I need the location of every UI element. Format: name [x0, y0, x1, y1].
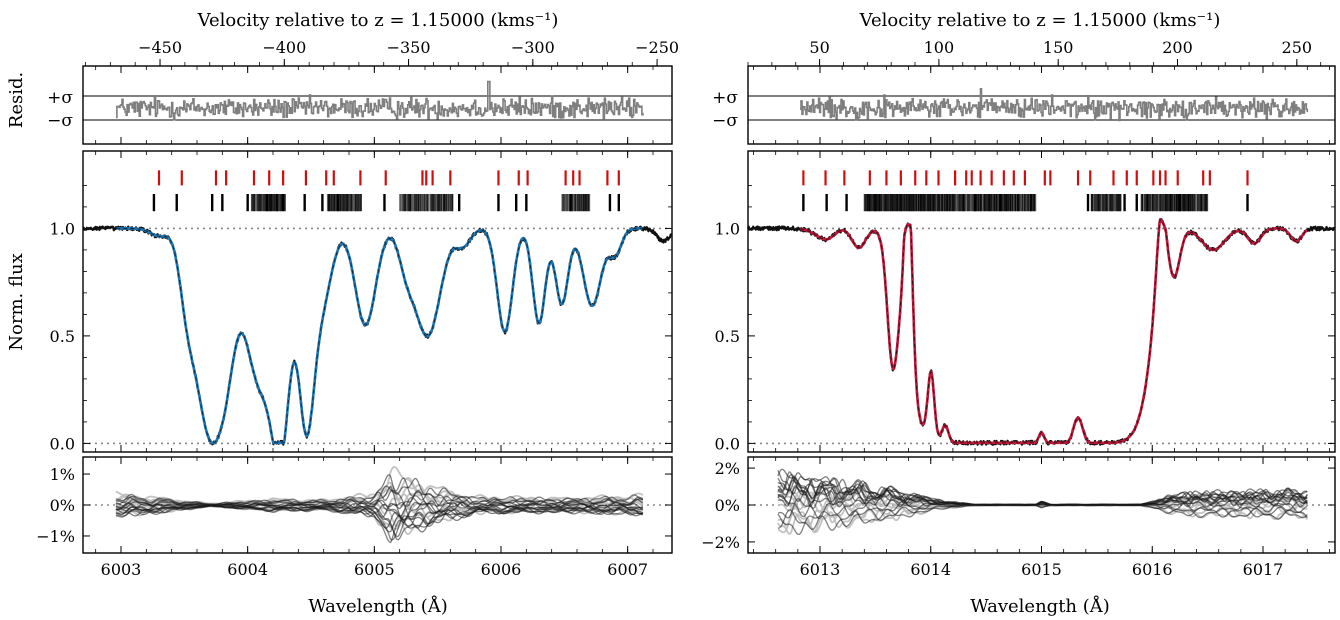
- x-tick-label: 6004: [227, 560, 268, 579]
- x-tick-label: 6003: [101, 560, 142, 579]
- percent-deviation-curve: [115, 474, 643, 505]
- percent-deviation-curve: [115, 500, 643, 524]
- percent-deviation-curve: [777, 475, 1308, 506]
- wavelength-axis-label: Wavelength (Å): [308, 595, 448, 617]
- percent-tick-label: 1%: [50, 465, 75, 484]
- percent-deviation-curve: [777, 504, 1308, 530]
- x-tick-label: 6013: [800, 560, 841, 579]
- model-fit-line: [115, 227, 644, 445]
- residual-line: [115, 80, 644, 121]
- x-tick-label: 6006: [481, 560, 522, 579]
- percent-tick-label: −1%: [36, 527, 75, 546]
- velocity-tick-label: −300: [511, 38, 555, 57]
- flux-frame: [82, 150, 673, 453]
- velocity-tick-label: −250: [635, 38, 679, 57]
- wavelength-axis-label: Wavelength (Å): [970, 595, 1110, 617]
- velocity-tick-label: 50: [809, 38, 829, 57]
- velocity-tick-label: 150: [1043, 38, 1074, 57]
- model-fit-dashed-overlay: [116, 227, 643, 444]
- observed-flux-line: [746, 218, 1336, 446]
- flux-tick-label: 0.0: [50, 434, 75, 453]
- velocity-tick-label: 250: [1282, 38, 1313, 57]
- flux-tick-label: 1.0: [715, 219, 740, 238]
- x-tick-label: 6014: [910, 560, 951, 579]
- resid-axis-label: Resid.: [6, 72, 27, 128]
- velocity-tick-label: −350: [387, 38, 431, 57]
- left-panel-plots: 6003 6004 6005 6006 6007 −450 −400 −350 −300 −250…: [36, 38, 679, 579]
- residual-line: [800, 88, 1309, 122]
- percent-tick-label: 2%: [715, 459, 740, 478]
- x-tick-label: 6017: [1243, 560, 1284, 579]
- x-tick-label: 6007: [607, 560, 648, 579]
- resid-frame: [82, 65, 673, 145]
- percent-deviation-curve: [115, 477, 644, 506]
- flux-tick-label: 0.5: [50, 327, 75, 346]
- flux-tick-label: 0.5: [715, 327, 740, 346]
- velocity-tick-label: 100: [924, 38, 955, 57]
- x-tick-label: 6015: [1021, 560, 1062, 579]
- velocity-axis-label: Velocity relative to z = 1.15000 (kms⁻¹): [859, 10, 1221, 31]
- velocity-axis-label: Velocity relative to z = 1.15000 (kms⁻¹): [197, 10, 559, 31]
- left-panel: Velocity relative to z = 1.15000 (kms⁻¹)…: [6, 10, 679, 617]
- x-tick-label: 6016: [1132, 560, 1173, 579]
- velocity-tick-label: 200: [1162, 38, 1193, 57]
- percent-deviation-curve: [777, 486, 1308, 510]
- velocity-tick-label: −450: [138, 38, 182, 57]
- percent-deviation-curve: [115, 505, 643, 541]
- percent-tick-label: 0%: [50, 496, 75, 515]
- percent-deviation-curve: [777, 473, 1308, 506]
- flux-axis-label: Norm. flux: [6, 253, 27, 350]
- model-fit-line: [799, 218, 1308, 445]
- model-fit-dashed-overlay: [800, 218, 1308, 444]
- sigma-minus-label: −σ: [47, 111, 73, 131]
- flux-tick-label: 1.0: [50, 219, 75, 238]
- sigma-plus-label: +σ: [47, 88, 73, 108]
- right-panel-plots: 6013 6014 6015 6016 6017 50 100 150 200 250 0.0 0.5…: [701, 38, 1336, 579]
- flux-tick-label: 0.0: [715, 434, 740, 453]
- sigma-plus-label: +σ: [712, 88, 738, 108]
- percent-tick-label: −2%: [701, 533, 740, 552]
- percent-tick-label: 0%: [715, 496, 740, 515]
- velocity-tick-label: −400: [262, 38, 306, 57]
- percent-deviation-curve: [777, 504, 1308, 534]
- observed-flux-line: [82, 225, 673, 446]
- x-tick-label: 6005: [354, 560, 395, 579]
- sigma-minus-label: −σ: [712, 111, 738, 131]
- right-panel: Velocity relative to z = 1.15000 (kms⁻¹)…: [701, 10, 1336, 617]
